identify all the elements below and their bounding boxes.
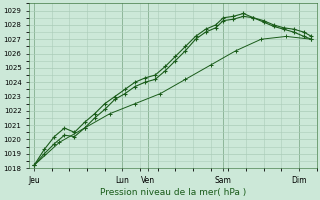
X-axis label: Pression niveau de la mer( hPa ): Pression niveau de la mer( hPa ) [100,188,246,197]
